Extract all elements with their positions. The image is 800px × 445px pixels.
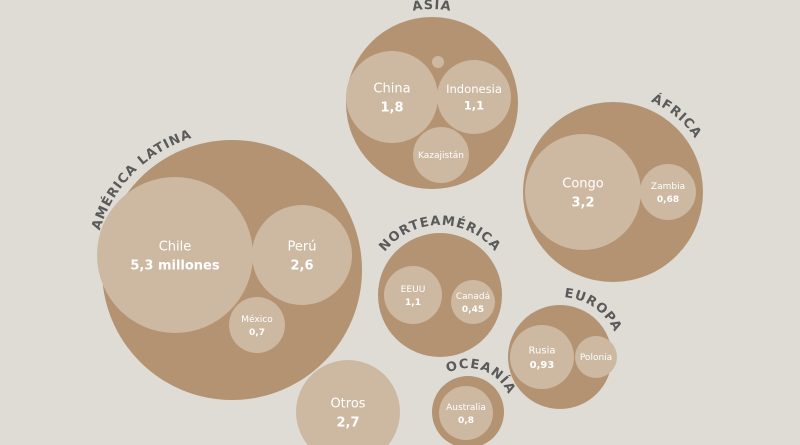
bubble-value: 3,2 xyxy=(571,195,594,210)
bubble xyxy=(296,360,400,445)
bubble-value: 1,1 xyxy=(405,298,421,308)
bubble-name: Chile xyxy=(159,239,192,254)
bubble xyxy=(413,127,469,183)
bubble xyxy=(510,325,574,389)
bubble xyxy=(451,280,495,324)
bubble xyxy=(229,297,285,353)
bubble-value: 2,7 xyxy=(336,415,359,430)
bubble-value: 5,3 millones xyxy=(130,258,219,273)
bubble-name: Kazajistán xyxy=(418,151,464,161)
bubble-name: EEUU xyxy=(401,285,426,295)
bubble-value: 1,1 xyxy=(464,99,484,113)
bubble xyxy=(252,205,352,305)
bubble-value: 0,68 xyxy=(657,195,679,205)
bubble xyxy=(432,56,444,68)
bubble xyxy=(384,266,442,324)
bubble-name: Indonesia xyxy=(446,82,502,96)
bubble-name: Polonia xyxy=(580,353,612,363)
bubble xyxy=(640,164,696,220)
bubble xyxy=(346,51,438,143)
bubble-name: México xyxy=(241,314,273,325)
bubble-name: Rusia xyxy=(529,346,556,357)
region-label: ASIA xyxy=(411,0,452,15)
region-label-path: ASIA xyxy=(411,0,451,15)
bubble-name: Congo xyxy=(562,176,604,191)
bubble-value: 1,8 xyxy=(380,100,403,115)
bubble-name: China xyxy=(373,81,410,96)
bubble-name: Perú xyxy=(288,239,317,254)
bubble-name: Zambia xyxy=(651,182,685,192)
bubble xyxy=(525,134,641,250)
bubble-name: Canadá xyxy=(456,292,490,302)
bubble-name: Australia xyxy=(446,403,486,413)
bubble xyxy=(97,177,253,333)
bubble-name: Otros xyxy=(330,396,365,411)
bubble-value: 0,93 xyxy=(530,360,555,371)
bubble xyxy=(439,386,493,440)
bubble-value: 0,8 xyxy=(458,416,474,426)
bubble-value: 2,6 xyxy=(290,258,313,273)
bubble xyxy=(437,60,511,134)
bubble-value: 0,7 xyxy=(249,328,265,338)
bubble xyxy=(575,336,617,378)
bubble-value: 0,45 xyxy=(462,305,484,315)
